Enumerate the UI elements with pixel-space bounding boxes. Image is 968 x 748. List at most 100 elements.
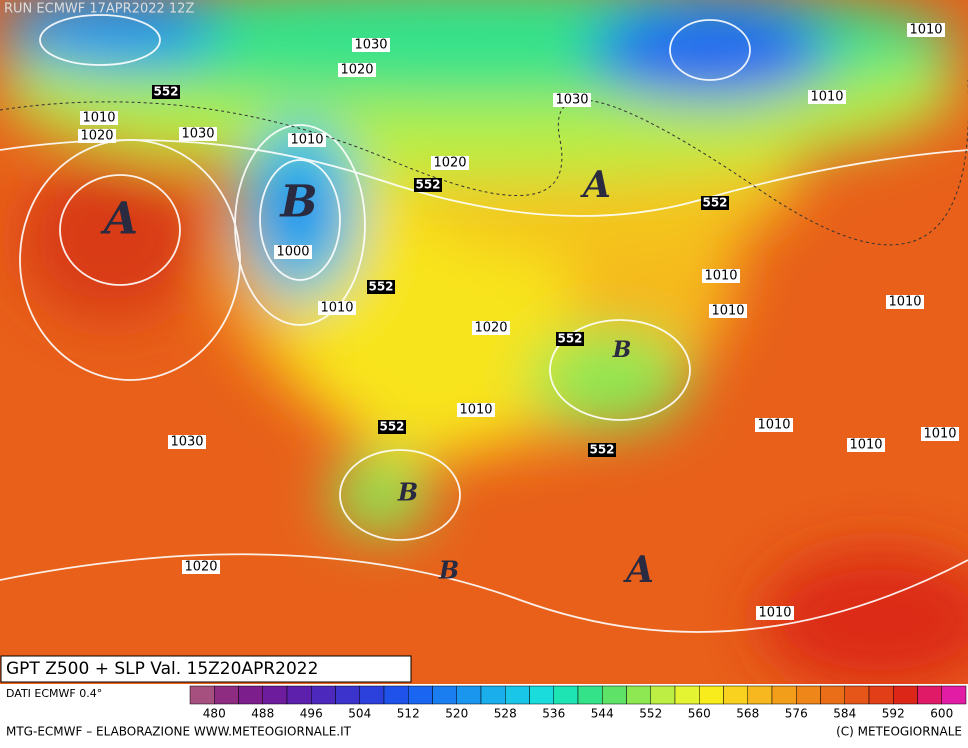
z500-label-bg <box>414 178 442 192</box>
isobar-label: 1010 <box>758 606 791 621</box>
isobar-label: 1010 <box>923 427 956 442</box>
colorbar-tick: 512 <box>397 707 420 721</box>
pressure-center: B <box>438 556 459 585</box>
colorbar-swatch <box>456 685 482 705</box>
isobar-label-bg <box>709 304 747 318</box>
isobar-label-bg <box>756 606 794 620</box>
isobar-label: 1020 <box>184 560 217 575</box>
colorbar-swatch <box>820 685 845 705</box>
colorbar-swatch <box>747 685 773 705</box>
colorbar-tick: 544 <box>591 707 614 721</box>
pressure-center: A <box>100 194 138 245</box>
pressure-center: A <box>623 549 654 591</box>
isobar-label-bg <box>179 127 217 141</box>
isobar-label-bg <box>907 23 945 37</box>
isobar-label-bg <box>80 111 118 125</box>
z500-label: 552 <box>379 420 404 434</box>
isobar-label: 1010 <box>810 90 843 105</box>
colorbar-tick: 504 <box>348 707 371 721</box>
isobar-label: 1010 <box>704 269 737 284</box>
z500-label: 552 <box>589 443 614 457</box>
colorbar-tick: 496 <box>300 707 323 721</box>
colorbar-swatch <box>529 685 554 705</box>
colorbar-swatch <box>238 685 263 705</box>
isobar-label-bg <box>457 403 495 417</box>
isobar-label-bg <box>553 93 591 107</box>
isobar-label: 1020 <box>340 63 373 78</box>
colorbar-swatch <box>214 685 239 705</box>
colorbar-swatch <box>723 685 748 705</box>
colorbar-swatch <box>674 685 700 705</box>
colorbar-swatch <box>311 685 336 705</box>
colorbar-swatch <box>868 685 894 705</box>
colorbar-swatch <box>505 685 530 705</box>
isobar-label-bg <box>472 321 510 335</box>
colorbar-swatch <box>335 685 360 705</box>
colorbar-swatch <box>383 685 409 705</box>
colorbar-swatch <box>699 685 724 705</box>
z500-label: 552 <box>557 332 582 346</box>
z500-label-bg <box>367 280 395 294</box>
colorbar-swatch <box>650 685 676 705</box>
title-box <box>0 655 412 683</box>
isobar-label-bg <box>921 427 959 441</box>
isobar-label: 1010 <box>909 23 942 38</box>
isobar-label-bg <box>318 301 356 315</box>
isobar-label: 1010 <box>849 438 882 453</box>
colorbar-swatch <box>480 685 506 705</box>
colorbar-swatch <box>189 685 215 705</box>
colorbar-swatch <box>553 685 579 705</box>
footer-left: MTG-ECMWF – ELABORAZIONE WWW.METEOGIORNA… <box>6 725 352 739</box>
pressure-center: B <box>397 478 418 507</box>
isobar-label: 1030 <box>170 435 203 450</box>
z500-label: 552 <box>153 85 178 99</box>
run-label: RUN ECMWF 17APR2022 12Z <box>4 2 194 17</box>
isobar-label-bg <box>886 295 924 309</box>
isobar-label: 1000 <box>276 245 309 260</box>
isobar-label-bg <box>808 90 846 104</box>
colorbar-swatch <box>602 685 627 705</box>
colorbar-swatch <box>796 685 821 705</box>
colorbar-tick: 600 <box>930 707 953 721</box>
colorbar-swatch <box>432 685 457 705</box>
colorbar-swatch <box>917 685 942 705</box>
colorbar-swatch <box>286 685 312 705</box>
colorbar-swatch <box>577 685 603 705</box>
z500-label: 552 <box>702 196 727 210</box>
isobar-label: 1010 <box>711 304 744 319</box>
colorbar-swatch <box>359 685 385 705</box>
isobar-label: 1010 <box>459 403 492 418</box>
colorbar-tick: 552 <box>639 707 662 721</box>
isobar-label: 1030 <box>354 38 387 53</box>
colorbar-swatch <box>893 685 918 705</box>
isobar-label-bg <box>274 245 312 259</box>
colorbar-swatch <box>262 685 288 705</box>
isobar-label: 1020 <box>433 156 466 171</box>
colorbar-swatch <box>771 685 797 705</box>
isobar-label-bg <box>847 438 885 452</box>
isobar-label-bg <box>78 129 116 143</box>
isobar-label-bg <box>755 418 793 432</box>
colorbar-tick: 528 <box>494 707 517 721</box>
isobar-label: 1010 <box>757 418 790 433</box>
colorbar-tick: 584 <box>833 707 856 721</box>
pressure-center: A <box>580 164 611 206</box>
isobar-label-bg <box>352 38 390 52</box>
isobar-label-bg <box>168 435 206 449</box>
pressure-center: B <box>278 177 317 228</box>
colorbar-tick: 536 <box>542 707 565 721</box>
colorbar-tick: 592 <box>882 707 905 721</box>
colorbar-tick: 520 <box>445 707 468 721</box>
colorbar-tick: 488 <box>251 707 274 721</box>
isobar-label: 1010 <box>290 133 323 148</box>
isobar-label: 1020 <box>474 321 507 336</box>
isobar-label: 1010 <box>82 111 115 126</box>
z500-label-bg <box>152 85 180 99</box>
isobar-label: 1010 <box>888 295 921 310</box>
colorbar-tick: 568 <box>736 707 759 721</box>
map-title: GPT Z500 + SLP Val. 15Z20APR2022 <box>6 659 318 679</box>
colorbar-tick: 480 <box>203 707 226 721</box>
isobar-label: 1030 <box>555 93 588 108</box>
z500-label-bg <box>588 443 616 457</box>
pressure-center: B <box>612 337 632 363</box>
